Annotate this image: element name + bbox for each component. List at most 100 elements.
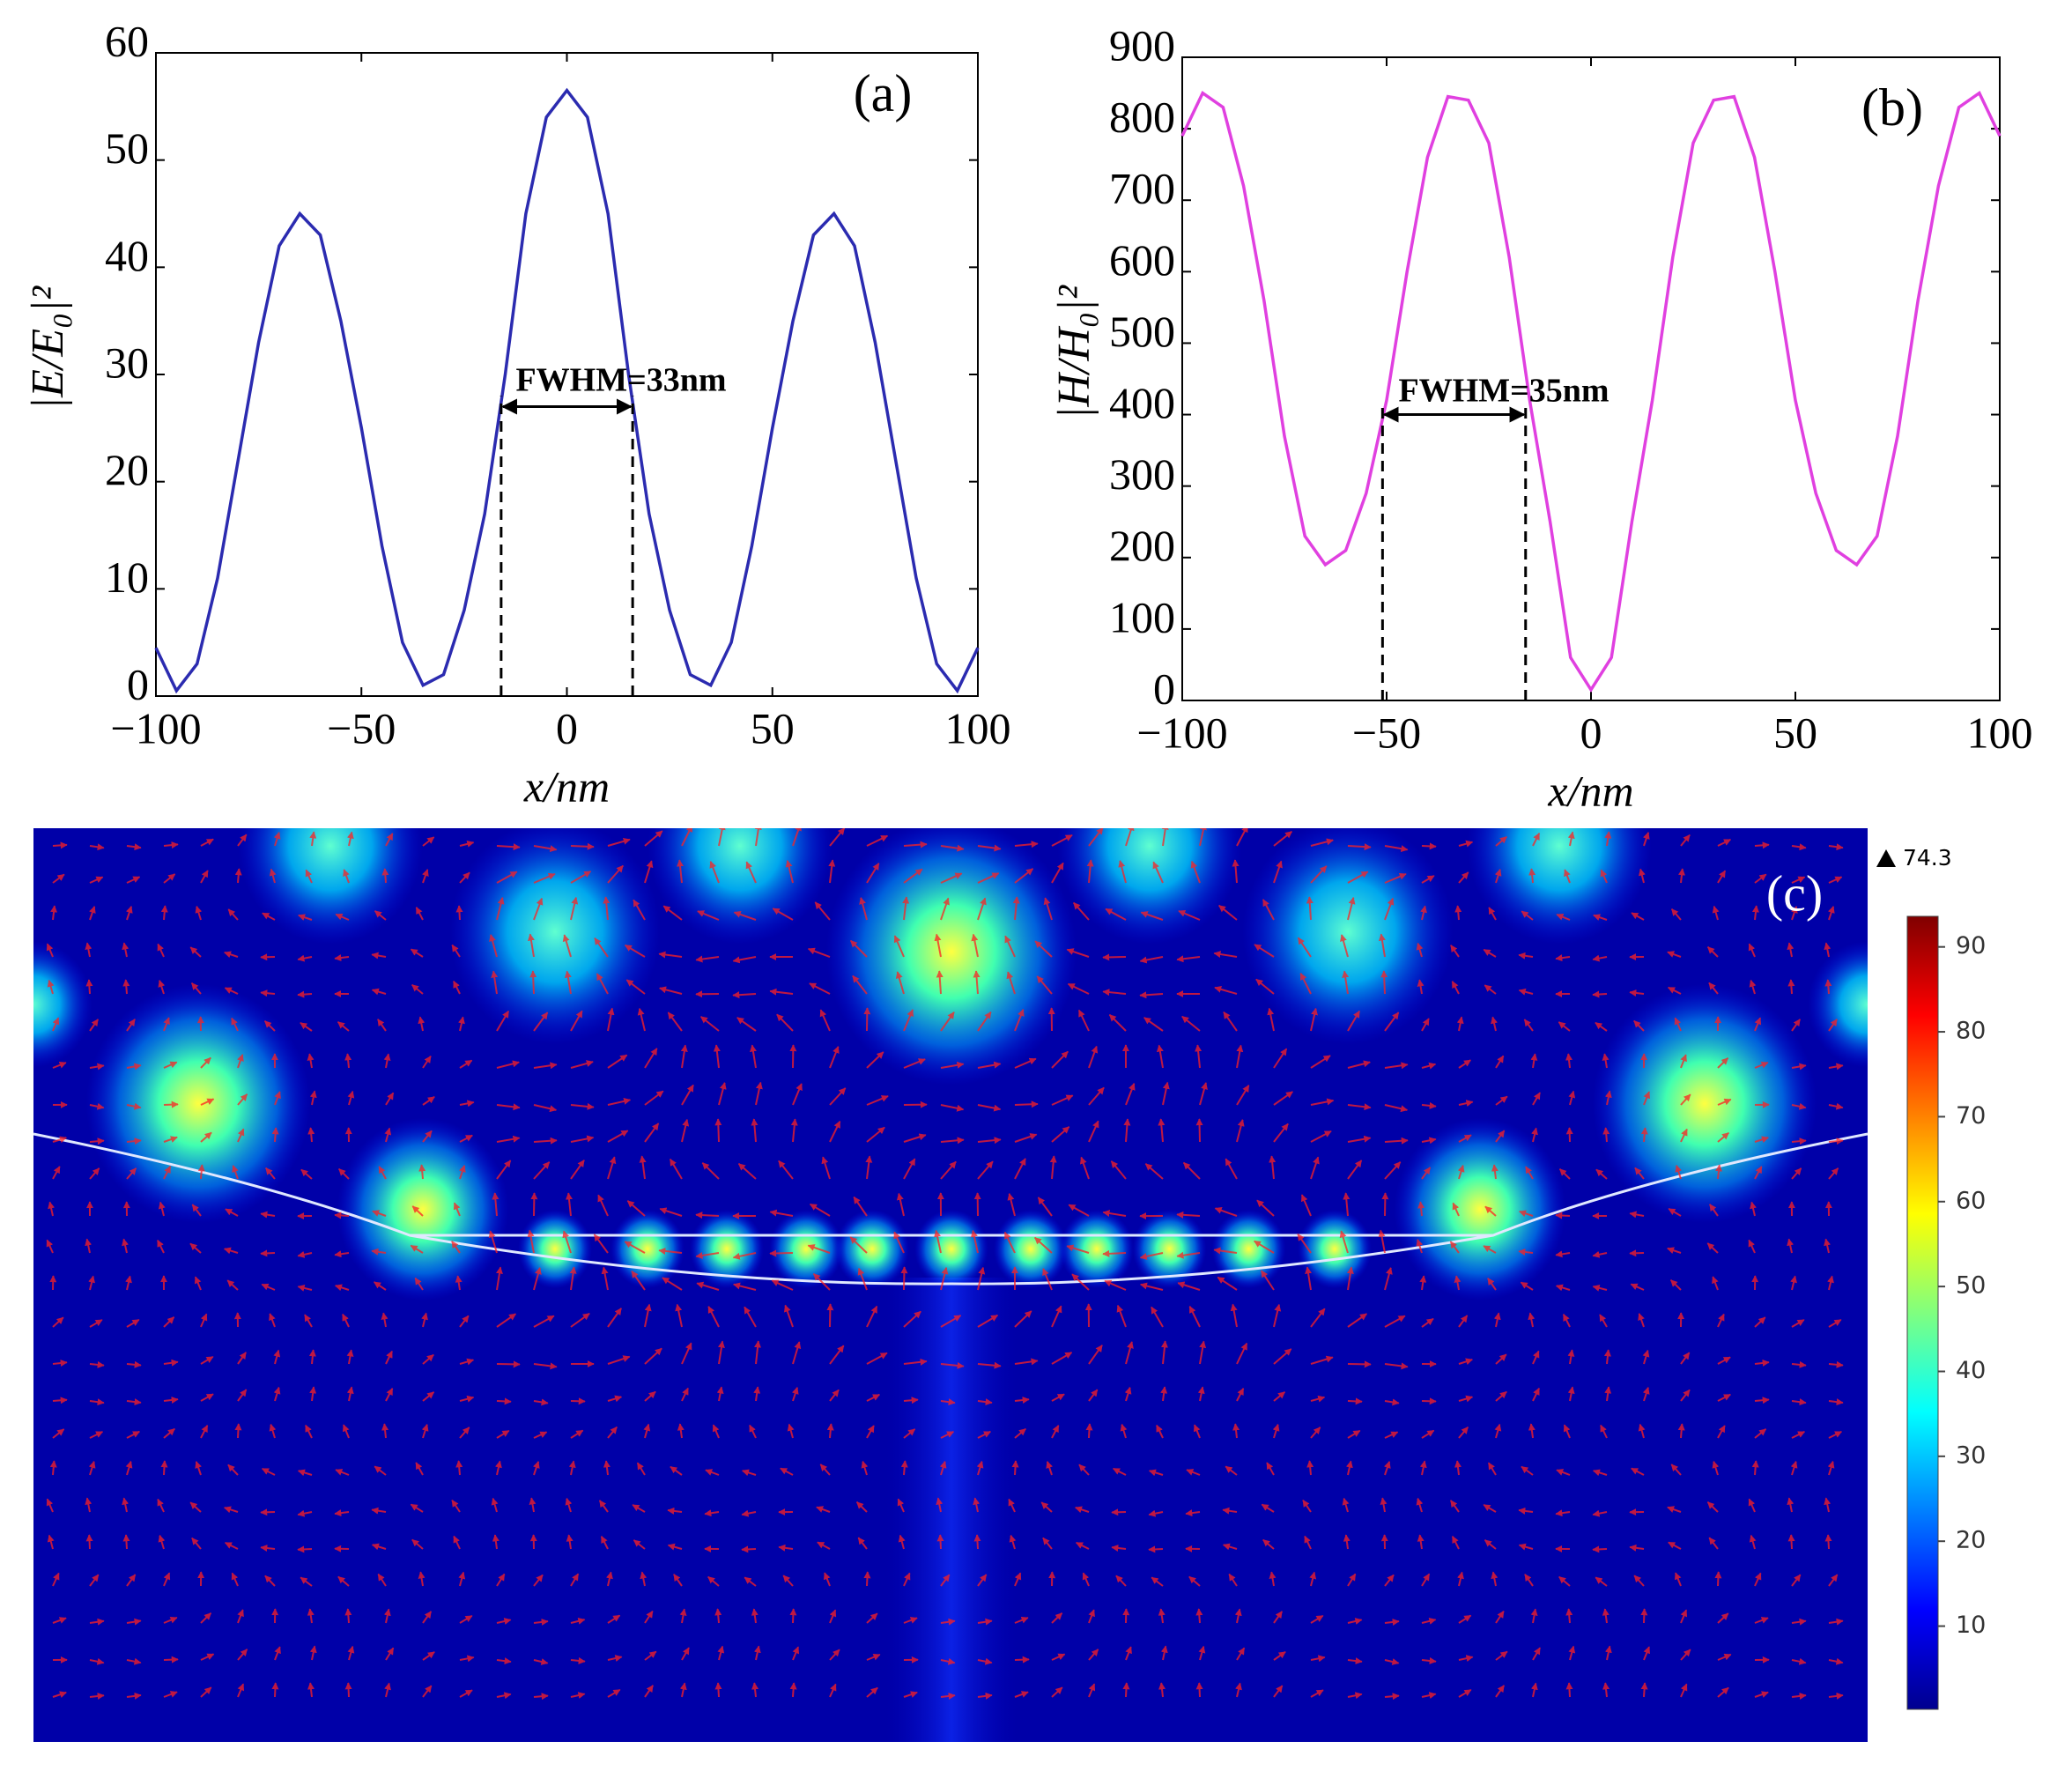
field-arrow bbox=[977, 1104, 1002, 1112]
field-arrow bbox=[771, 1279, 794, 1291]
field-arrow bbox=[226, 1279, 239, 1291]
field-arrow bbox=[607, 864, 624, 884]
field-arrow bbox=[88, 1460, 96, 1476]
field-arrow bbox=[163, 1616, 178, 1624]
field-arrow bbox=[383, 1053, 391, 1069]
field-arrow bbox=[455, 905, 463, 921]
field-arrow bbox=[741, 1545, 757, 1553]
field-arrow bbox=[1417, 979, 1424, 995]
field-arrow bbox=[1297, 937, 1312, 958]
field-arrow bbox=[492, 1534, 500, 1550]
field-hotspot bbox=[1211, 1209, 1286, 1289]
field-arrow bbox=[1791, 1618, 1807, 1626]
field-arrow bbox=[1199, 1340, 1207, 1365]
field-arrow bbox=[658, 951, 683, 959]
field-arrow bbox=[936, 970, 944, 995]
field-arrow bbox=[792, 1083, 803, 1106]
field-arrow bbox=[533, 1104, 558, 1113]
field-arrow bbox=[1384, 897, 1395, 921]
field-arrow bbox=[1592, 954, 1608, 962]
field-arrow bbox=[1347, 843, 1372, 851]
field-arrow bbox=[347, 1090, 355, 1106]
field-arrow bbox=[1715, 1164, 1722, 1180]
field-arrow bbox=[1680, 834, 1691, 847]
field-arrow bbox=[1491, 1164, 1498, 1180]
field-arrow bbox=[1384, 1574, 1395, 1587]
field-arrow bbox=[1102, 953, 1127, 961]
field-arrow bbox=[1234, 1608, 1242, 1624]
field-arrow bbox=[625, 979, 646, 995]
field-arrow bbox=[1484, 984, 1497, 995]
field-arrow bbox=[1305, 1266, 1313, 1291]
field-arrow bbox=[1269, 1155, 1276, 1180]
field-arrow bbox=[1310, 1156, 1320, 1180]
field-arrow bbox=[1558, 1021, 1571, 1032]
field-arrow bbox=[89, 1693, 105, 1700]
field-arrow bbox=[1787, 1534, 1795, 1550]
field-arrow bbox=[852, 974, 868, 995]
field-arrow bbox=[88, 1275, 95, 1291]
field-arrow bbox=[1678, 868, 1685, 884]
field-arrow bbox=[1787, 1238, 1794, 1254]
field-arrow bbox=[643, 1423, 651, 1439]
field-arrow bbox=[453, 980, 461, 995]
field-arrow bbox=[496, 897, 505, 921]
field-arrow bbox=[1717, 1686, 1729, 1698]
field-arrow bbox=[307, 1053, 314, 1069]
field-arrow bbox=[903, 1397, 919, 1404]
field-arrow bbox=[977, 1011, 992, 1032]
field-arrow bbox=[1085, 1423, 1093, 1439]
field-arrow bbox=[346, 831, 354, 847]
field-arrow bbox=[644, 1347, 662, 1365]
plot-frame bbox=[155, 52, 979, 697]
field-arrow bbox=[200, 838, 214, 847]
field-arrow bbox=[716, 1386, 724, 1402]
field-arrow bbox=[200, 1653, 215, 1661]
field-arrow bbox=[977, 1361, 1002, 1369]
field-arrow bbox=[1255, 978, 1275, 995]
field-arrow bbox=[1520, 1281, 1534, 1291]
field-arrow bbox=[1712, 905, 1720, 921]
field-arrow bbox=[1236, 1647, 1246, 1661]
field-arrow bbox=[1051, 1653, 1066, 1661]
field-arrow bbox=[237, 1093, 248, 1106]
field-arrow bbox=[733, 911, 757, 921]
field-arrow bbox=[334, 954, 350, 962]
field-arrow bbox=[274, 1091, 281, 1106]
field-arrow bbox=[385, 1388, 394, 1402]
field-arrow bbox=[1003, 1231, 1016, 1254]
field-arrow bbox=[783, 1304, 794, 1328]
field-arrow bbox=[273, 831, 281, 847]
field-arrow bbox=[1791, 1360, 1807, 1368]
field-arrow bbox=[163, 1017, 170, 1032]
field-arrow bbox=[1185, 1509, 1201, 1517]
fwhm-label: FWHM=33nm bbox=[515, 362, 726, 399]
y-axis-label: |H/H₀|² bbox=[1049, 285, 1099, 419]
y-tick-label: 30 bbox=[105, 337, 149, 387]
field-arrow bbox=[973, 1497, 980, 1513]
field-arrow bbox=[1532, 1387, 1540, 1402]
field-arrow bbox=[459, 1059, 473, 1069]
field-arrow bbox=[696, 1281, 720, 1291]
field-arrow bbox=[89, 1574, 100, 1587]
field-arrow bbox=[160, 1460, 168, 1476]
field-arrow bbox=[1629, 989, 1645, 997]
field-arrow bbox=[970, 1229, 979, 1254]
field-arrow bbox=[733, 1282, 757, 1291]
x-tick-label: −100 bbox=[1136, 708, 1227, 757]
field-arrow bbox=[681, 1342, 692, 1365]
field-arrow bbox=[527, 1229, 535, 1254]
field-arrow bbox=[1754, 841, 1770, 849]
field-arrow bbox=[126, 1430, 141, 1439]
field-arrow bbox=[1343, 1534, 1350, 1550]
field-arrow bbox=[533, 1161, 551, 1180]
field-arrow bbox=[458, 1016, 465, 1032]
field-arrow bbox=[261, 1283, 276, 1291]
field-arrow bbox=[1604, 1645, 1612, 1661]
field-arrow bbox=[1828, 1657, 1844, 1665]
field-arrow bbox=[1483, 948, 1497, 958]
field-arrow bbox=[1754, 1572, 1762, 1587]
field-arrow bbox=[1495, 1650, 1508, 1661]
field-arrow bbox=[418, 1164, 426, 1180]
field-arrow bbox=[1558, 1168, 1571, 1180]
